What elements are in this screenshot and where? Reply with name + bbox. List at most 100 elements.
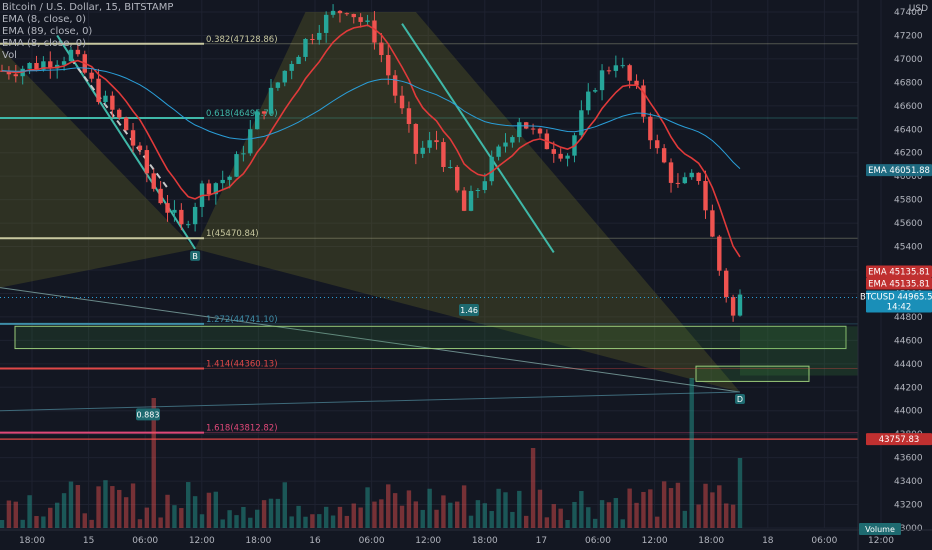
- price-tick: 44600: [894, 336, 923, 346]
- volume-bar: [503, 492, 508, 528]
- ema-8-label: EMA 45135.81: [866, 265, 932, 278]
- candle-body: [489, 156, 494, 182]
- ema-lines: [1, 24, 741, 258]
- current-price-text: BTCUSD 44965.53: [860, 292, 932, 302]
- volume-bar: [27, 495, 32, 528]
- volume-bar: [68, 481, 74, 528]
- fib-label: 1(45470.84): [206, 229, 259, 239]
- volume-bar: [158, 517, 163, 528]
- volume-text: Volume: [865, 525, 895, 534]
- price-tick: 46800: [894, 78, 923, 88]
- time-axis[interactable]: 18:00 15 06:00 12:00 18:00 16 06:00 12:00 18:00 1…: [0, 529, 932, 546]
- candle-body: [530, 128, 536, 130]
- candle-body: [234, 154, 239, 177]
- volume-bars: [0, 378, 743, 528]
- time-tick: 18:00: [19, 536, 45, 546]
- ema-8-label-text: EMA 45135.81: [868, 268, 930, 278]
- pattern-point-badge: [735, 393, 745, 404]
- candle-body: [379, 42, 384, 56]
- ema-8-label-bg: [866, 265, 932, 278]
- volume-bar: [337, 506, 343, 528]
- candle-body: [648, 116, 653, 141]
- fib-label: 1.414(44360.13): [206, 359, 278, 369]
- chart-legend: Bitcoin / U.S. Dollar, 15, BITSTAMP EMA …: [2, 2, 173, 62]
- target-box: [14, 325, 847, 350]
- candle-body: [737, 294, 743, 316]
- candle-body: [323, 14, 329, 33]
- ratio-text: 0.883: [137, 410, 160, 419]
- volume-bar: [634, 502, 639, 528]
- volume-bar: [358, 507, 363, 528]
- ema-8b-label: EMA 45135.81: [866, 277, 932, 290]
- candle-body: [606, 70, 612, 72]
- candle-body: [730, 297, 736, 316]
- ema-8b-label-bg: [866, 277, 932, 290]
- candle-body: [461, 190, 467, 211]
- candle-body: [372, 20, 377, 43]
- volume-bar: [296, 505, 301, 528]
- volume-bar: [668, 488, 674, 528]
- volume-bar: [103, 480, 108, 528]
- volume-bar: [537, 489, 543, 528]
- volume-bar: [151, 398, 156, 528]
- candle-body: [682, 177, 688, 184]
- candle-body: [523, 122, 529, 129]
- fib-label: 1.272(44741.10): [206, 315, 278, 325]
- volume-bar: [41, 516, 46, 528]
- volume-bar: [420, 509, 425, 528]
- time-tick: 18:00: [698, 536, 724, 546]
- volume-bar: [61, 493, 67, 528]
- candle-body: [330, 10, 336, 15]
- candle-body: [261, 111, 267, 114]
- candle-body: [289, 63, 294, 71]
- volume-bar: [89, 519, 94, 528]
- volume-bar: [724, 503, 729, 528]
- volume-bar: [661, 481, 667, 528]
- candle-body: [179, 209, 184, 225]
- volume-bar: [448, 502, 453, 528]
- candle-body: [13, 74, 18, 77]
- volume-bar: [558, 508, 563, 528]
- candle-body: [655, 140, 660, 149]
- volume-bar: [54, 502, 60, 528]
- price-tick: 46000: [894, 172, 923, 182]
- price-tick: 43600: [894, 454, 923, 464]
- candle-body: [586, 91, 591, 111]
- volume-bar: [330, 515, 336, 528]
- volume-bar: [682, 510, 688, 528]
- candle-body: [213, 183, 219, 195]
- time-tick: 12:00: [415, 536, 441, 546]
- volume-bar: [523, 515, 529, 528]
- volume-bar: [530, 448, 536, 528]
- fib-levels: 0.382(47128.86) 0.618(46495.70) 1(45470.84…: [0, 35, 858, 440]
- volume-bar: [144, 507, 150, 528]
- volume-bar: [34, 516, 39, 528]
- volume-bar: [392, 493, 398, 528]
- candle-body: [172, 209, 177, 213]
- candle-body: [558, 153, 563, 159]
- volume-bar: [586, 507, 591, 528]
- candle-body: [68, 49, 74, 62]
- volume-bar: [82, 513, 87, 528]
- time-tick: 18:00: [472, 536, 498, 546]
- candle-body: [455, 166, 460, 191]
- volume-bar: [648, 489, 653, 528]
- volume-bar: [96, 486, 101, 528]
- volume-bar: [496, 488, 501, 528]
- volume-bar: [599, 500, 605, 528]
- candle-body: [130, 130, 136, 146]
- volume-bar: [489, 511, 494, 528]
- candle-body: [724, 270, 729, 298]
- candle-body: [503, 142, 508, 147]
- volume-bar: [517, 490, 522, 528]
- candle-body: [282, 70, 287, 83]
- candle-body: [448, 166, 453, 168]
- time-tick: 18: [762, 536, 774, 546]
- volume-bar: [172, 505, 177, 528]
- volume-bar: [241, 506, 246, 528]
- xd-line: [0, 287, 741, 393]
- candle-body: [165, 203, 170, 213]
- xab-triangle: [0, 47, 196, 288]
- trendline-dashed: [70, 58, 169, 189]
